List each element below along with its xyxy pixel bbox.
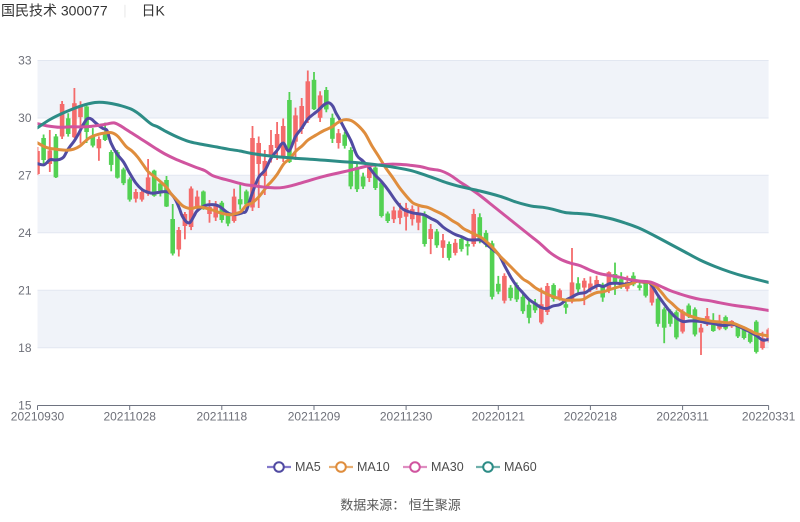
svg-text:33: 33 — [18, 54, 32, 68]
svg-text:数据来源： 恒生聚源: 数据来源： 恒生聚源 — [340, 498, 461, 513]
svg-text:20211118: 20211118 — [196, 410, 247, 424]
svg-text:20211230: 20211230 — [380, 410, 433, 424]
svg-text:MA10: MA10 — [357, 460, 390, 474]
svg-text:MA60: MA60 — [504, 460, 537, 474]
svg-text:30: 30 — [18, 111, 32, 125]
svg-text:18: 18 — [18, 341, 32, 355]
svg-text:15: 15 — [18, 399, 32, 413]
svg-text:27: 27 — [18, 169, 32, 183]
svg-text:20220311: 20220311 — [656, 410, 709, 424]
svg-text:日K: 日K — [142, 3, 166, 19]
svg-text:24: 24 — [18, 226, 32, 240]
svg-text:20210930: 20210930 — [11, 410, 65, 424]
svg-text:20220218: 20220218 — [564, 410, 618, 424]
svg-text:MA5: MA5 — [295, 460, 321, 474]
svg-text:MA30: MA30 — [431, 460, 464, 474]
svg-text:国民技术 300077: 国民技术 300077 — [1, 3, 108, 19]
svg-text:21: 21 — [18, 283, 32, 297]
svg-text:20211209: 20211209 — [288, 410, 341, 424]
svg-text:20211028: 20211028 — [103, 410, 156, 424]
svg-text:20220331: 20220331 — [742, 410, 796, 424]
svg-text:20220121: 20220121 — [472, 410, 526, 424]
